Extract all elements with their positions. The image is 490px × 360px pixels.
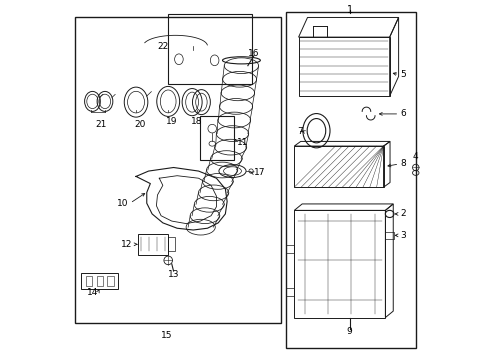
Text: 6: 6 [400,109,406,118]
Bar [168,237,174,251]
Text: 17: 17 [254,168,266,177]
Bar [75,18,281,323]
Text: 1: 1 [347,5,353,15]
Text: 12: 12 [121,240,132,249]
Text: 2: 2 [400,210,406,219]
Bar [294,146,384,187]
Text: 8: 8 [400,159,406,168]
Text: 18: 18 [191,117,202,126]
Text: 11: 11 [237,138,248,147]
Bar [286,12,416,348]
Bar [386,232,394,239]
Text: 15: 15 [161,331,172,340]
Text: 20: 20 [134,120,146,129]
Text: 19: 19 [166,117,177,126]
Text: 10: 10 [118,199,129,208]
Bar [168,14,252,84]
Bar [86,276,93,286]
Text: 16: 16 [248,49,260,58]
Text: 14: 14 [87,288,98,297]
Text: 5: 5 [400,70,406,79]
Bar [138,234,168,255]
Text: 4: 4 [413,152,418,161]
Bar [97,276,103,286]
Bar [200,116,234,160]
Bar [298,37,390,96]
Text: 21: 21 [95,120,106,129]
Bar [107,276,114,286]
Text: 7: 7 [297,127,303,136]
Text: 3: 3 [400,231,406,240]
Bar [294,210,386,318]
Text: 22: 22 [157,41,168,50]
Text: 9: 9 [347,327,352,336]
Bar [81,273,118,289]
Text: 13: 13 [168,270,179,279]
Bar [287,246,294,253]
Bar [287,288,294,296]
